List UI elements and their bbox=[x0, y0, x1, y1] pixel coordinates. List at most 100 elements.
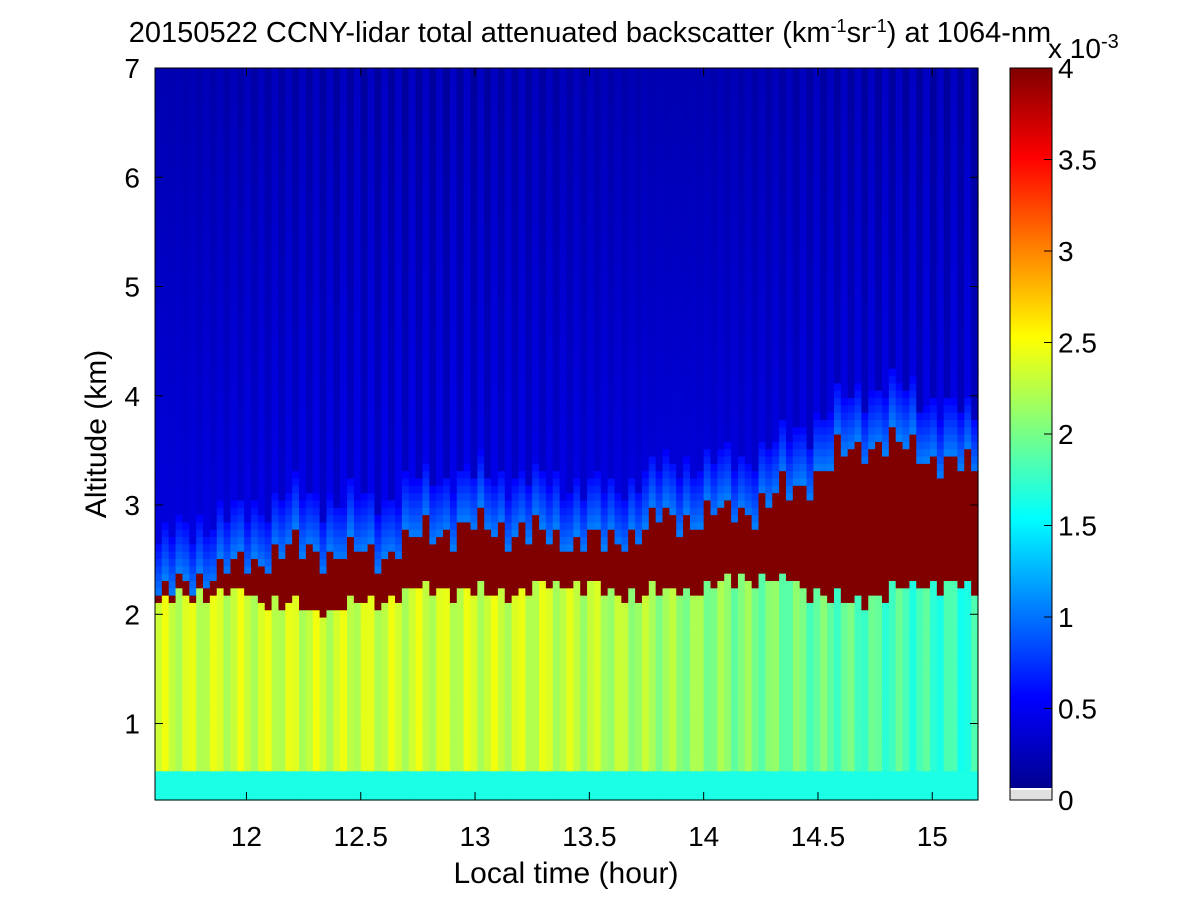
heatmap-cell bbox=[216, 170, 225, 179]
heatmap-cell bbox=[209, 426, 218, 435]
heatmap-cell bbox=[388, 404, 396, 413]
heatmap-cell bbox=[244, 75, 252, 84]
heatmap-cell bbox=[470, 646, 478, 655]
heatmap-cell bbox=[333, 470, 341, 479]
heatmap-cell bbox=[168, 485, 177, 494]
heatmap-cell bbox=[408, 375, 417, 384]
heatmap-cell bbox=[216, 507, 225, 516]
heatmap-cell bbox=[374, 133, 382, 142]
heatmap-cell bbox=[285, 719, 293, 728]
heatmap-cell bbox=[333, 221, 341, 230]
heatmap-cell bbox=[333, 514, 341, 523]
heatmap-cell bbox=[353, 660, 362, 669]
heatmap-cell bbox=[491, 214, 499, 223]
heatmap-cell bbox=[155, 485, 163, 494]
heatmap-cell bbox=[340, 573, 348, 581]
heatmap-cell bbox=[401, 646, 410, 655]
heatmap-cell bbox=[347, 177, 355, 186]
heatmap-cell bbox=[161, 82, 170, 91]
heatmap-cell bbox=[278, 141, 286, 150]
heatmap-cell bbox=[422, 185, 430, 194]
heatmap-cell bbox=[203, 638, 211, 647]
heatmap-cell bbox=[244, 602, 252, 611]
heatmap-cell bbox=[299, 455, 307, 464]
heatmap-cell bbox=[333, 163, 341, 172]
heatmap-cell bbox=[237, 133, 245, 142]
heatmap-cell bbox=[230, 229, 238, 237]
heatmap-cell bbox=[456, 455, 465, 464]
heatmap-cell bbox=[216, 785, 225, 794]
heatmap-cell bbox=[388, 690, 396, 699]
heatmap-cell bbox=[422, 521, 430, 530]
heatmap-cell bbox=[463, 111, 472, 120]
heatmap-cell bbox=[347, 426, 355, 435]
heatmap-cell bbox=[209, 163, 218, 172]
heatmap-cell bbox=[333, 280, 341, 289]
heatmap-cell bbox=[456, 287, 465, 296]
heatmap-cell bbox=[285, 675, 293, 684]
heatmap-cell bbox=[367, 133, 376, 142]
heatmap-cell bbox=[278, 155, 286, 164]
heatmap-cell bbox=[388, 207, 396, 215]
heatmap-cell bbox=[155, 434, 163, 442]
heatmap-cell bbox=[299, 89, 307, 98]
heatmap-cell bbox=[244, 302, 252, 311]
heatmap-cell bbox=[189, 243, 197, 252]
heatmap-cell bbox=[237, 770, 245, 779]
heatmap-cell bbox=[470, 609, 478, 618]
heatmap-cell bbox=[285, 441, 293, 450]
heatmap-cell bbox=[367, 507, 376, 516]
heatmap-cell bbox=[429, 543, 437, 552]
heatmap-cell bbox=[285, 602, 293, 611]
heatmap-cell bbox=[168, 163, 177, 172]
heatmap-cell bbox=[305, 675, 314, 684]
heatmap-cell bbox=[333, 660, 341, 669]
heatmap-cell bbox=[319, 82, 328, 91]
heatmap-cell bbox=[189, 463, 197, 472]
heatmap-cell bbox=[216, 89, 225, 98]
heatmap-cell bbox=[244, 734, 252, 743]
heatmap-cell bbox=[155, 104, 163, 113]
heatmap-cell bbox=[436, 778, 444, 786]
heatmap-cell bbox=[408, 434, 417, 442]
heatmap-cell bbox=[449, 294, 458, 303]
heatmap-cell bbox=[484, 492, 492, 501]
heatmap-cell bbox=[443, 587, 451, 596]
heatmap-cell bbox=[292, 375, 300, 384]
heatmap-cell bbox=[196, 558, 204, 567]
heatmap-cell bbox=[395, 229, 403, 237]
heatmap-cell bbox=[422, 624, 430, 633]
heatmap-cell bbox=[203, 82, 211, 91]
heatmap-cell bbox=[312, 770, 321, 779]
heatmap-cell bbox=[463, 580, 472, 589]
heatmap-cell bbox=[381, 133, 389, 142]
heatmap-cell bbox=[401, 316, 410, 325]
heatmap-cell bbox=[209, 565, 218, 574]
heatmap-cell bbox=[168, 316, 177, 325]
heatmap-cell bbox=[271, 734, 280, 743]
heatmap-cell bbox=[436, 624, 444, 633]
heatmap-cell bbox=[271, 543, 280, 552]
heatmap-cell bbox=[353, 419, 362, 428]
heatmap-cell bbox=[168, 499, 177, 508]
heatmap-cell bbox=[422, 463, 430, 472]
heatmap-cell bbox=[278, 302, 286, 311]
heatmap-cell bbox=[292, 580, 300, 589]
heatmap-cell bbox=[484, 756, 492, 764]
heatmap-cell bbox=[168, 148, 177, 157]
heatmap-cell bbox=[285, 309, 293, 318]
heatmap-cell bbox=[401, 624, 410, 633]
heatmap-cell bbox=[257, 448, 266, 457]
heatmap-cell bbox=[326, 280, 334, 289]
heatmap-cell bbox=[401, 580, 410, 589]
heatmap-cell bbox=[299, 507, 307, 516]
heatmap-cell bbox=[299, 287, 307, 296]
heatmap-cell bbox=[182, 638, 190, 647]
heatmap-cell bbox=[340, 280, 348, 289]
heatmap-cell bbox=[257, 251, 266, 259]
heatmap-cell bbox=[305, 697, 314, 706]
heatmap-cell bbox=[230, 302, 238, 311]
heatmap-cell bbox=[381, 617, 389, 625]
heatmap-cell bbox=[203, 229, 211, 237]
heatmap-cell bbox=[449, 638, 458, 647]
